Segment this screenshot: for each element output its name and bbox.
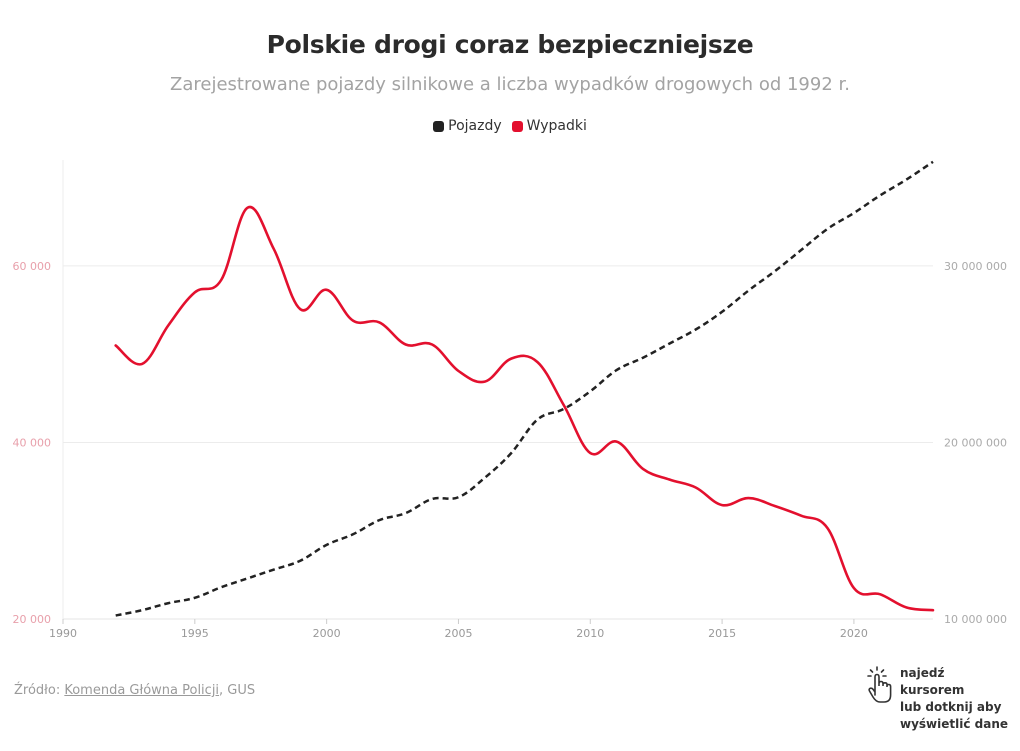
data-point-pojazdy[interactable] xyxy=(481,474,489,482)
data-point-wypadki[interactable] xyxy=(903,604,911,612)
data-point-wypadki[interactable] xyxy=(850,584,858,592)
data-point-pojazdy[interactable] xyxy=(138,606,146,614)
data-point-pojazdy[interactable] xyxy=(639,354,647,362)
legend-item-wypadki[interactable]: Wypadki xyxy=(511,118,587,134)
data-point-wypadki[interactable] xyxy=(534,358,542,366)
source-note: Źródło: Komenda Główna Policji, GUS xyxy=(14,683,255,698)
data-point-wypadki[interactable] xyxy=(112,341,120,349)
data-point-pojazdy[interactable] xyxy=(718,308,726,316)
data-point-pojazdy[interactable] xyxy=(824,225,832,233)
data-point-wypadki[interactable] xyxy=(428,340,436,348)
data-point-pojazdy[interactable] xyxy=(454,493,462,501)
y-right-tick-label: 10 000 000 xyxy=(944,613,1007,626)
data-point-wypadki[interactable] xyxy=(824,524,832,532)
x-tick-label: 1990 xyxy=(49,627,77,640)
data-point-pojazdy[interactable] xyxy=(613,366,621,374)
data-point-wypadki[interactable] xyxy=(191,288,199,296)
data-point-wypadki[interactable] xyxy=(270,245,278,253)
data-point-pojazdy[interactable] xyxy=(296,557,304,565)
data-point-wypadki[interactable] xyxy=(402,340,410,348)
data-point-wypadki[interactable] xyxy=(349,317,357,325)
x-tick-label: 2010 xyxy=(576,627,604,640)
hint-line: najedź kursorem xyxy=(900,666,965,697)
legend-label-wypadki: Wypadki xyxy=(526,118,587,134)
data-point-pojazdy[interactable] xyxy=(428,495,436,503)
data-point-wypadki[interactable] xyxy=(771,502,779,510)
chart-title: Polskie drogi coraz bezpieczniejsze xyxy=(266,30,754,59)
data-point-pojazdy[interactable] xyxy=(692,325,700,333)
legend-swatch-wypadki xyxy=(511,120,523,132)
y-right-tick-label: 20 000 000 xyxy=(944,436,1007,449)
y-right-tick-label: 30 000 000 xyxy=(944,260,1007,273)
data-point-wypadki[interactable] xyxy=(876,590,884,598)
series-line-wypadki xyxy=(114,205,935,612)
data-point-pojazdy[interactable] xyxy=(164,599,172,607)
data-point-pojazdy[interactable] xyxy=(244,574,252,582)
y-left-tick-label: 20 000 xyxy=(13,613,52,626)
data-point-pojazdy[interactable] xyxy=(586,387,594,395)
data-point-wypadki[interactable] xyxy=(639,465,647,473)
y-left-tick-label: 40 000 xyxy=(13,436,52,449)
x-tick-label: 1995 xyxy=(181,627,209,640)
data-point-pojazdy[interactable] xyxy=(903,175,911,183)
data-point-wypadki[interactable] xyxy=(481,378,489,386)
data-point-wypadki[interactable] xyxy=(797,512,805,520)
data-point-wypadki[interactable] xyxy=(507,355,515,363)
data-point-pojazdy[interactable] xyxy=(929,158,937,166)
data-point-pojazdy[interactable] xyxy=(112,611,120,619)
data-point-pojazdy[interactable] xyxy=(270,566,278,574)
hint-line: wyświetlić dane xyxy=(900,717,1009,731)
hint-line: lub dotknij aby xyxy=(900,700,1002,714)
source-prefix: Źródło: xyxy=(14,683,65,698)
data-point-pojazdy[interactable] xyxy=(744,287,752,295)
data-point-wypadki[interactable] xyxy=(454,367,462,375)
data-point-pojazdy[interactable] xyxy=(349,530,357,538)
data-point-pojazdy[interactable] xyxy=(323,541,331,549)
data-point-wypadki[interactable] xyxy=(560,401,568,409)
data-point-pojazdy[interactable] xyxy=(771,267,779,275)
hint-text: najedź kursorem lub dotknij aby wyświetl… xyxy=(900,665,1010,733)
data-point-wypadki[interactable] xyxy=(929,606,937,614)
legend: Pojazdy Wypadki xyxy=(0,118,1020,134)
data-point-pojazdy[interactable] xyxy=(375,516,383,524)
data-point-pojazdy[interactable] xyxy=(665,340,673,348)
data-point-pojazdy[interactable] xyxy=(507,449,515,457)
data-point-wypadki[interactable] xyxy=(375,318,383,326)
data-point-wypadki[interactable] xyxy=(244,204,252,212)
data-point-wypadki[interactable] xyxy=(138,360,146,368)
data-point-pojazdy[interactable] xyxy=(876,191,884,199)
data-point-pojazdy[interactable] xyxy=(191,594,199,602)
data-point-wypadki[interactable] xyxy=(613,438,621,446)
data-point-wypadki[interactable] xyxy=(692,483,700,491)
data-point-pojazdy[interactable] xyxy=(534,416,542,424)
series-line-pojazdy xyxy=(115,160,934,617)
source-suffix: , GUS xyxy=(219,683,256,698)
legend-item-pojazdy[interactable]: Pojazdy xyxy=(433,118,502,134)
data-point-wypadki[interactable] xyxy=(217,276,225,284)
x-tick-label: 2020 xyxy=(840,627,868,640)
y-left-tick-label: 60 000 xyxy=(13,260,52,273)
x-tick-label: 2000 xyxy=(313,627,341,640)
legend-label-pojazdy: Pojazdy xyxy=(448,118,502,134)
legend-swatch-pojazdy xyxy=(433,120,445,132)
data-point-wypadki[interactable] xyxy=(586,449,594,457)
data-point-wypadki[interactable] xyxy=(665,476,673,484)
chart-subtitle: Zarejestrowane pojazdy silnikowe a liczb… xyxy=(170,74,850,95)
hand-pointer-icon xyxy=(866,665,894,709)
hover-hint: najedź kursorem lub dotknij aby wyświetl… xyxy=(866,665,1010,733)
source-link[interactable]: Komenda Główna Policji xyxy=(64,683,220,698)
x-tick-label: 2005 xyxy=(444,627,472,640)
data-point-pojazdy[interactable] xyxy=(850,209,858,217)
data-point-wypadki[interactable] xyxy=(296,305,304,313)
x-tick-label: 2015 xyxy=(708,627,736,640)
data-point-wypadki[interactable] xyxy=(164,321,172,329)
data-point-wypadki[interactable] xyxy=(744,494,752,502)
data-point-pojazdy[interactable] xyxy=(217,583,225,591)
data-point-pojazdy[interactable] xyxy=(402,509,410,517)
data-point-wypadki[interactable] xyxy=(323,286,331,294)
data-point-pojazdy[interactable] xyxy=(797,246,805,254)
data-point-wypadki[interactable] xyxy=(718,501,726,509)
